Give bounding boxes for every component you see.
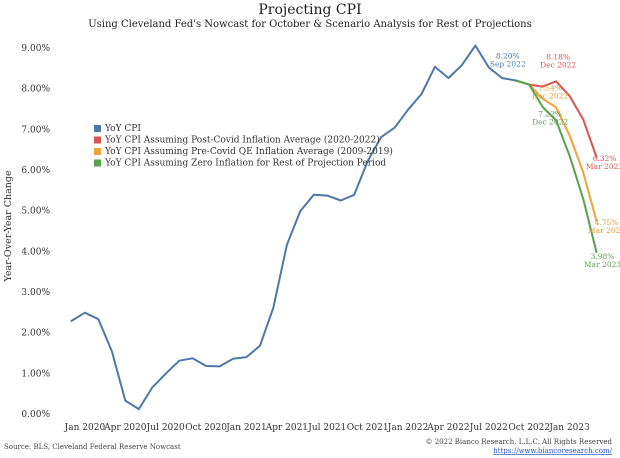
annotation-value: 8.18% bbox=[546, 52, 570, 61]
copyright-note: © 2022 Bianco Research, L.L.C. All Right… bbox=[426, 438, 613, 446]
legend-label: YoY CPI Assuming Zero Inflation for Rest… bbox=[104, 159, 386, 169]
annotation-date: Sep 2022 bbox=[490, 60, 526, 69]
y-tick-label: 8.00% bbox=[21, 85, 50, 95]
x-tick-label: Jan 2020 bbox=[64, 423, 106, 433]
y-tick-label: 4.00% bbox=[21, 247, 50, 257]
legend-swatch bbox=[94, 148, 101, 155]
x-tick-label: Oct 2021 bbox=[347, 423, 389, 433]
x-tick-label: Jan 2021 bbox=[225, 423, 267, 433]
chart-title: Projecting CPI bbox=[258, 2, 361, 18]
legend-swatch bbox=[94, 159, 101, 167]
series-line-0 bbox=[70, 44, 517, 411]
annotation-date: Dec 2022 bbox=[540, 60, 576, 69]
legend-swatch bbox=[94, 125, 101, 132]
y-axis-ticks: 0.00% 1.00% 2.00% 3.00% 4.00% 5.00% 6.00% 7.00%… bbox=[21, 44, 50, 420]
annotation-date: Mar 2023 bbox=[586, 162, 620, 171]
x-tick-label: Jul 2020 bbox=[146, 423, 185, 433]
y-axis-label: Year-Over-Year Change bbox=[3, 170, 14, 283]
annotation-value: 3.98% bbox=[591, 252, 615, 261]
annotation-value: 7.54% bbox=[538, 83, 562, 92]
y-tick-label: 9.00% bbox=[21, 44, 50, 54]
y-tick-label: 2.00% bbox=[21, 329, 50, 339]
x-tick-label: Oct 2022 bbox=[508, 423, 550, 433]
y-tick-label: 7.00% bbox=[21, 125, 50, 135]
x-tick-label: Jan 2023 bbox=[548, 423, 590, 433]
annotation-date: Dec 2022 bbox=[532, 117, 568, 126]
legend-label: YoY CPI bbox=[104, 124, 141, 134]
chart-subtitle: Using Cleveland Fed's Nowcast for Octobe… bbox=[88, 19, 532, 30]
x-tick-label: Jul 2021 bbox=[307, 423, 346, 433]
y-tick-label: 0.00% bbox=[21, 410, 50, 420]
source-note: Source: BLS, Cleveland Federal Reserve N… bbox=[4, 443, 181, 451]
series-lines bbox=[70, 44, 598, 411]
annotation-value: 8.20% bbox=[496, 52, 520, 61]
annotation-date: Mar 2023 bbox=[588, 226, 620, 235]
series-line-3 bbox=[514, 79, 598, 254]
legend-label: YoY CPI Assuming Post-Covid Inflation Av… bbox=[104, 135, 380, 146]
annotation-value: 4.75% bbox=[595, 218, 619, 227]
x-tick-label: Apr 2022 bbox=[426, 423, 469, 433]
annotation-value: 7.22% bbox=[538, 109, 562, 118]
y-tick-label: 1.00% bbox=[21, 369, 50, 379]
x-tick-label: Apr 2020 bbox=[103, 423, 147, 433]
y-tick-label: 5.00% bbox=[21, 207, 50, 217]
y-tick-label: 3.00% bbox=[21, 288, 50, 298]
x-tick-label: Apr 2021 bbox=[265, 423, 308, 433]
x-tick-label: Oct 2020 bbox=[185, 423, 227, 433]
x-tick-label: Jul 2022 bbox=[469, 423, 508, 433]
x-tick-label: Jan 2022 bbox=[387, 423, 429, 433]
annotation-date: Dec 2022 bbox=[532, 91, 568, 100]
annotation-value: 6.32% bbox=[593, 154, 617, 163]
legend-label: YoY CPI Assuming Pre-Covid QE Inflation … bbox=[104, 146, 393, 157]
annotation-date: Mar 2023 bbox=[584, 260, 620, 269]
legend-swatch bbox=[94, 136, 101, 144]
y-tick-label: 6.00% bbox=[21, 166, 50, 176]
website-link[interactable]: https://www.biancoresearch.com/ bbox=[493, 447, 612, 455]
